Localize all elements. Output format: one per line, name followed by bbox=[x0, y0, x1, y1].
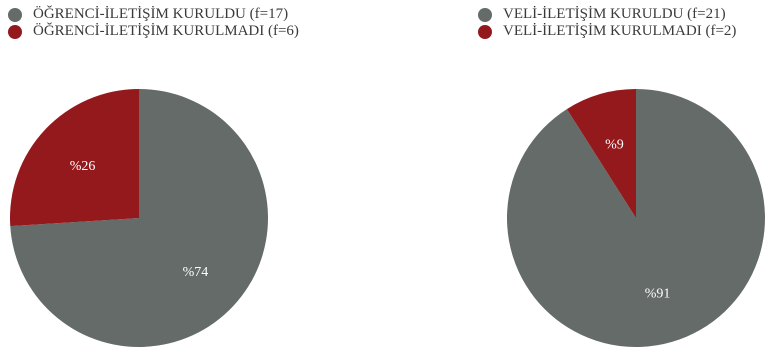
student-communication-pie-chart: ÖĞRENCİ-İLETİŞİM KURULDU (f=17) ÖĞRENCİ-… bbox=[8, 6, 299, 348]
legend-item-communicated: ÖĞRENCİ-İLETİŞİM KURULDU (f=17) bbox=[8, 6, 299, 23]
chart-legend: ÖĞRENCİ-İLETİŞİM KURULDU (f=17) ÖĞRENCİ-… bbox=[8, 6, 299, 40]
legend-label: VELİ-İLETİŞİM KURULDU (f=21) bbox=[503, 6, 726, 22]
pie-slice-not-communicated bbox=[9, 89, 139, 227]
legend-label: ÖĞRENCİ-İLETİŞİM KURULDU (f=17) bbox=[33, 6, 289, 22]
pie-slice-not-communicated bbox=[566, 89, 636, 218]
slice-data-label: %91 bbox=[645, 286, 671, 301]
legend-swatch-communicated bbox=[478, 7, 492, 22]
legend-swatch-communicated bbox=[8, 7, 22, 22]
legend-swatch-not-communicated bbox=[8, 24, 22, 39]
legend-label: ÖĞRENCİ-İLETİŞİM KURULMADI (f=6) bbox=[33, 23, 299, 39]
slice-data-label: %74 bbox=[183, 265, 209, 280]
pie-plot: %91 %9 bbox=[507, 89, 765, 347]
slice-data-label: %9 bbox=[605, 138, 624, 153]
legend-item-not-communicated: VELİ-İLETİŞİM KURULMADI (f=2) bbox=[478, 23, 736, 40]
pie-plot: %74 %26 bbox=[9, 89, 269, 348]
pie-slice-communicated bbox=[10, 89, 269, 348]
slice-data-label: %26 bbox=[70, 159, 96, 174]
parent-communication-pie-chart: VELİ-İLETİŞİM KURULDU (f=21) VELİ-İLETİŞ… bbox=[390, 0, 779, 348]
legend-item-communicated: VELİ-İLETİŞİM KURULDU (f=21) bbox=[478, 6, 736, 23]
chart-legend: VELİ-İLETİŞİM KURULDU (f=21) VELİ-İLETİŞ… bbox=[478, 6, 736, 40]
legend-item-not-communicated: ÖĞRENCİ-İLETİŞİM KURULMADI (f=6) bbox=[8, 23, 299, 40]
legend-label: VELİ-İLETİŞİM KURULMADI (f=2) bbox=[503, 23, 737, 39]
legend-swatch-not-communicated bbox=[478, 24, 492, 39]
